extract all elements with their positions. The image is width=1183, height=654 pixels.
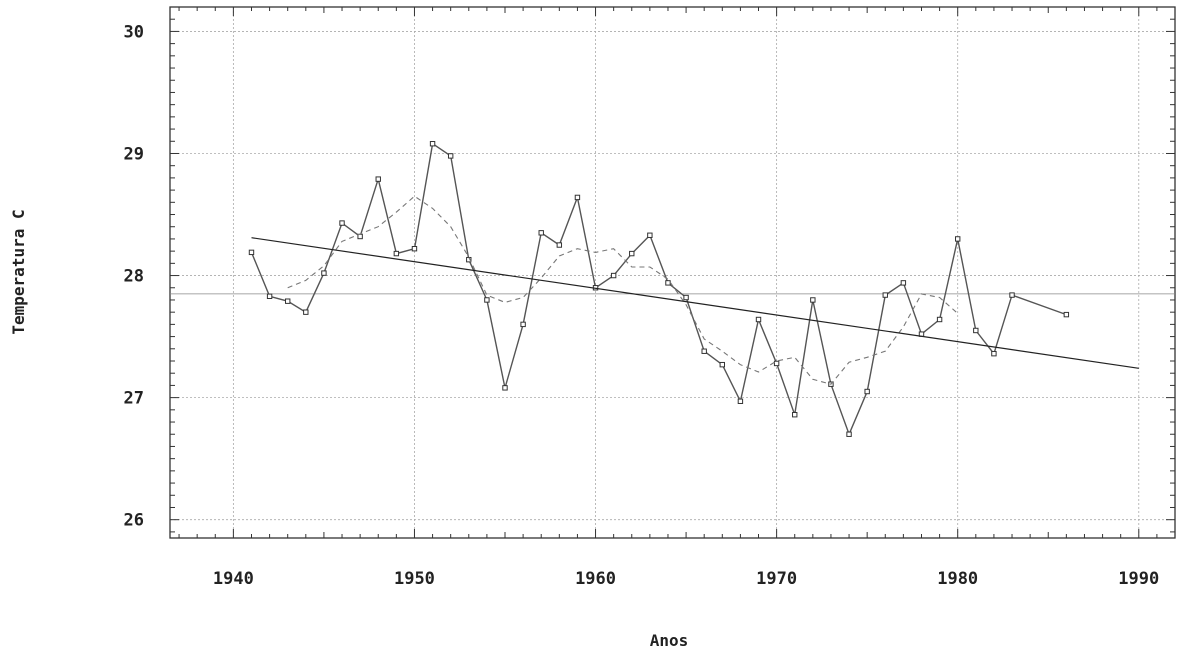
data-point-marker — [321, 270, 327, 276]
y-tick-label: 26 — [124, 511, 144, 531]
x-tick-label: 1940 — [213, 569, 254, 589]
data-point-marker — [755, 316, 762, 323]
y-tick-label: 29 — [124, 144, 144, 164]
data-point-marker — [484, 297, 490, 303]
data-point-marker — [285, 298, 291, 304]
moving-average-line — [287, 195, 959, 385]
data-point-marker — [502, 385, 508, 391]
data-point-marker — [429, 141, 436, 147]
data-point-marker — [574, 194, 581, 201]
data-point-marker — [610, 272, 617, 279]
data-point-marker — [411, 245, 418, 252]
y-tick-label: 27 — [124, 389, 144, 409]
series-group — [248, 141, 1139, 437]
data-point-marker — [538, 230, 544, 236]
data-point-marker — [248, 249, 255, 256]
trend-line — [251, 237, 1139, 369]
data-point-marker — [955, 236, 961, 242]
data-point-marker — [303, 309, 309, 315]
data-point-marker — [266, 293, 273, 300]
data-point-marker — [647, 232, 653, 238]
data-point-marker — [629, 250, 635, 257]
data-point-marker — [701, 348, 707, 354]
grid — [170, 7, 1175, 538]
data-point-marker — [556, 242, 563, 248]
observed-series-line — [250, 142, 1067, 437]
data-point-marker — [792, 412, 798, 418]
x-axis-title: Anos — [650, 631, 689, 650]
data-point-marker — [683, 294, 689, 301]
y-tick-label: 28 — [124, 267, 144, 287]
minor-ticks — [170, 6, 1176, 538]
data-point-marker — [864, 388, 870, 395]
data-point-marker — [447, 153, 454, 159]
x-tick-labels: 1940 1950 1960 1970 1980 1990 — [213, 569, 1159, 589]
data-point-marker — [810, 297, 816, 303]
data-point-marker — [339, 220, 345, 226]
data-point-marker — [665, 280, 671, 286]
x-tick-label: 1970 — [756, 569, 797, 589]
data-point-marker — [1009, 292, 1015, 298]
x-tick-label: 1950 — [394, 569, 435, 589]
plot-frame — [169, 6, 1176, 539]
data-point-marker — [882, 292, 888, 298]
data-point-marker — [991, 350, 997, 357]
x-tick-label: 1960 — [575, 569, 616, 589]
data-point-marker — [466, 256, 472, 263]
data-point-marker — [936, 316, 943, 323]
x-tick-label: 1990 — [1118, 569, 1159, 589]
data-point-marker — [737, 398, 744, 404]
data-point-marker — [973, 327, 979, 334]
x-tick-label: 1980 — [937, 569, 978, 589]
data-point-marker — [375, 176, 381, 182]
data-point-marker — [393, 250, 400, 257]
data-point-marker — [900, 280, 907, 286]
data-point-marker — [520, 321, 526, 328]
data-point-marker — [846, 431, 852, 437]
data-point-marker — [719, 361, 725, 368]
y-tick-labels: 26 27 28 29 30 — [124, 22, 144, 530]
data-point-marker — [1063, 311, 1070, 318]
y-axis-title: Temperatura C — [9, 209, 28, 334]
y-tick-label: 30 — [124, 22, 144, 42]
data-point-marker — [773, 360, 780, 367]
